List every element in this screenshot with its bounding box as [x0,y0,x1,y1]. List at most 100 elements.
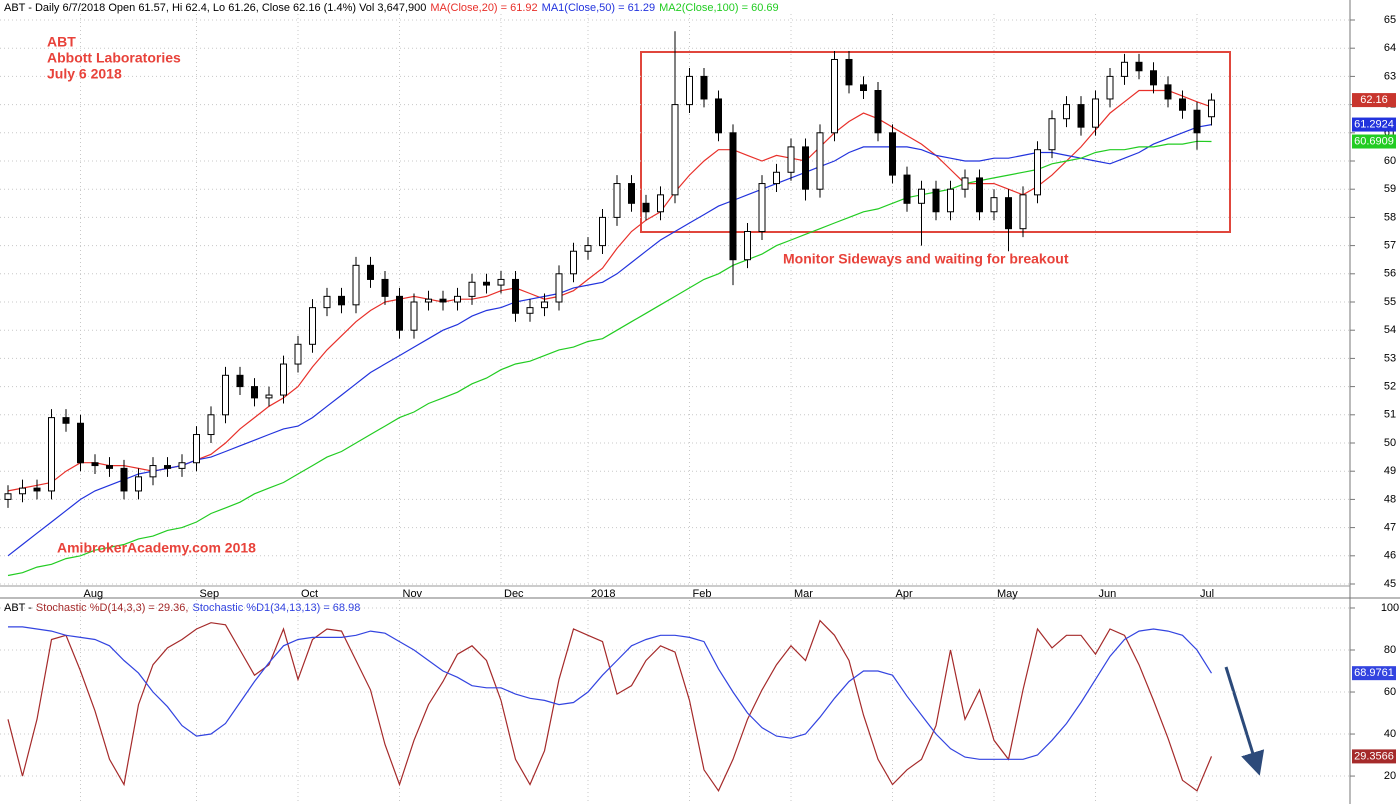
annotation: July 6 2018 [47,66,122,82]
candle-body [816,132,824,190]
y-tick-label: 51 [1384,409,1396,421]
close-value-box [1352,93,1396,108]
candle-body [1106,75,1114,100]
candle-body [338,295,345,306]
y-tick-label: 49 [1384,465,1396,477]
y-tick-label: 54 [1384,324,1396,336]
candle-body [265,394,273,399]
y-tick-label: 80 [1384,644,1396,656]
x-tick-label: Feb [693,588,712,600]
candle-body [251,386,258,399]
panel-header: ABT - Daily 6/7/2018 Open 61.57, Hi 62.4… [4,2,779,14]
candle-body [454,295,461,303]
candle-body [845,58,853,86]
y-tick-label: 20 [1384,770,1396,782]
candle-body [396,295,403,331]
candle-body [120,467,128,492]
candle-body [773,171,780,185]
candle-body [323,295,331,309]
candle-body [874,90,882,134]
line-series [8,626,1213,760]
candle-body [526,307,534,314]
candle-body [425,298,432,303]
candle-body [1179,98,1186,111]
legend-entry: MA(Close,20) = 61.92 [430,2,537,14]
candle-body [700,75,708,100]
candle-body [1034,149,1041,196]
y-tick-label: 60 [1384,686,1396,698]
legend-entry: MA2(Close,100) = 60.69 [659,2,779,14]
candle-body [48,417,55,492]
candle-body [642,202,650,213]
x-tick-label: Mar [794,588,813,600]
y-tick-label: 56 [1384,268,1396,280]
candle-body [657,194,664,213]
y-tick-label: 52 [1384,381,1396,393]
candle-body [715,98,722,134]
header-text: ABT - [4,602,32,614]
legend-entry: Stochastic %D(14,3,3) = 29.36, [36,602,189,614]
candle-body [193,434,200,464]
legend-entry: Stochastic %D1(34,13,13) = 68.98 [192,602,360,614]
y-tick-label: 46 [1384,550,1396,562]
candle-body [207,414,215,436]
candle-body [33,487,41,492]
candle-body [19,487,26,495]
y-tick-label: 40 [1384,728,1396,740]
x-tick-label: Aug [84,588,104,600]
candle-body [1164,84,1172,100]
candle-body [599,216,606,247]
y-tick-label: 65 [1384,14,1396,26]
candle-body [961,177,969,190]
x-tick-label: 2018 [591,588,615,600]
x-tick-label: Nov [403,588,423,600]
candle-body [1092,98,1099,128]
candle-body [744,231,751,261]
candle-body [106,465,113,469]
y-tick-label: 53 [1384,352,1396,364]
header-text: ABT - Daily 6/7/2018 Open 61.57, Hi 62.4… [4,2,426,14]
candle-body [947,188,954,213]
candle-body [483,281,490,286]
y-tick-label: 47 [1384,522,1396,534]
axis-value-label: 61.2924 [1354,118,1394,130]
y-tick-label: 55 [1384,296,1396,308]
candle-body [686,75,693,106]
sideways-box [640,51,1231,233]
candle-body [1150,70,1157,86]
axis-value-box [1352,117,1396,132]
candle-body [990,197,998,213]
y-tick-label: 63 [1384,70,1396,82]
x-tick-label: Jul [1200,588,1214,600]
candle-body [671,104,679,196]
candle-body [149,465,157,478]
axis-value-label: 29.3566 [1354,750,1394,762]
candle-body [918,188,925,204]
candle-body [352,264,360,306]
y-tick-label: 60 [1384,155,1396,167]
candle-body [903,174,911,204]
candle-body [222,374,229,416]
candle-body [1019,194,1027,230]
candle-body [787,146,795,173]
candle-body [381,278,389,297]
candle-body [77,422,84,464]
candle-body [758,183,766,232]
candle-body [512,278,519,314]
close-value-label: 62.16 [1360,94,1388,106]
candle-body [309,307,316,345]
y-tick-label: 45 [1384,578,1396,590]
candle-body [367,264,374,280]
candle-body [932,188,940,213]
axis-value-label: 60.6909 [1354,135,1394,147]
axis-value-box [1352,666,1396,681]
axis-value-box [1352,134,1396,149]
panel-header: ABT - Stochastic %D(14,3,3) = 29.36, Stoch… [4,602,360,614]
candle-body [613,183,621,218]
candle-body [729,132,737,261]
candle-body [439,298,447,303]
line-series [7,124,1212,557]
